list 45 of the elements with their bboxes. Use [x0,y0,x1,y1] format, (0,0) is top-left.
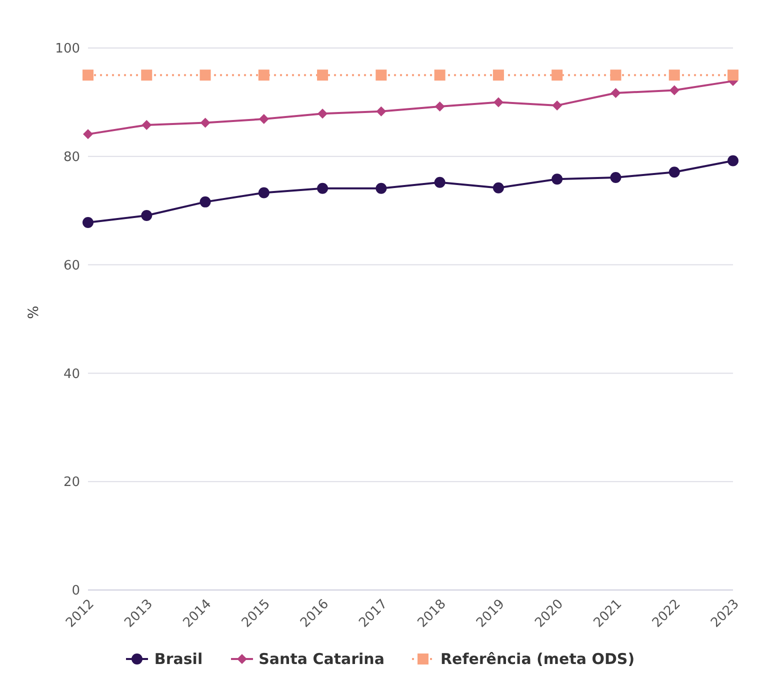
point [492,182,504,194]
point [728,155,738,166]
point [318,108,328,119]
point [552,100,562,110]
legend-label: Brasil [153,650,203,668]
point [668,166,680,178]
y-axis-title: % [26,306,42,319]
point [82,70,94,81]
point [669,85,680,96]
point [376,106,386,116]
y-tick-label: 0 [72,584,80,599]
point [200,70,211,81]
point [376,182,387,194]
point [434,102,445,112]
point [200,196,211,208]
legend-label: Santa Catarina [258,650,384,668]
point [552,70,563,81]
point [376,70,387,81]
y-tick-label: 80 [63,150,80,166]
point [141,210,152,221]
point [317,182,328,194]
point [200,118,210,128]
point [434,176,446,188]
point [142,120,152,130]
point [258,187,270,198]
y-tick-label: 100 [55,42,80,57]
y-tick-label: 40 [63,366,80,382]
y-tick-label: 60 [63,258,80,274]
point [610,70,622,81]
point [610,88,621,98]
point [258,114,269,124]
point [258,70,270,81]
legend-label: Referência (meta ODS) [439,650,635,668]
point [552,174,563,185]
point [434,70,446,81]
y-tick-label: 20 [63,475,80,490]
point [728,70,738,81]
point [82,217,94,228]
point [668,70,680,81]
point [317,70,328,81]
point [141,70,152,81]
point [610,172,622,184]
point [83,129,93,140]
point [493,97,504,108]
point [492,70,504,81]
